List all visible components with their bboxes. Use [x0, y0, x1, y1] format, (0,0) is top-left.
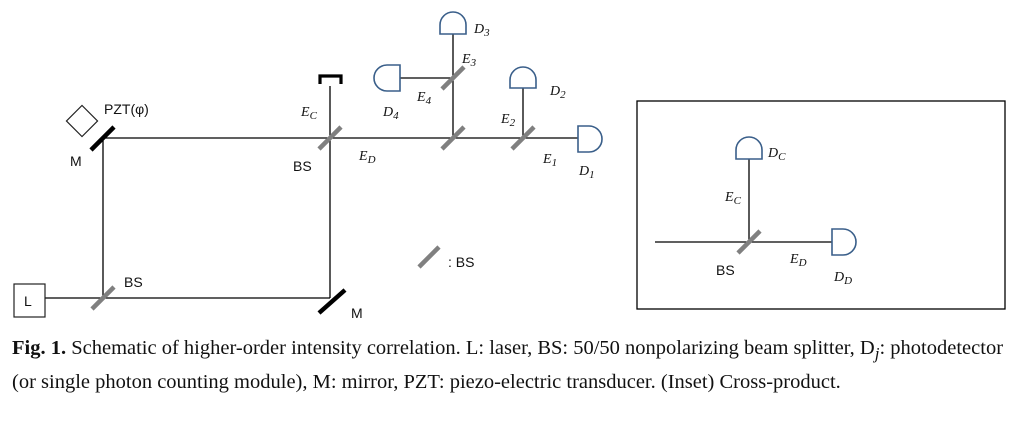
inset-detector-dd: [831, 228, 857, 256]
legend-bs-label: : BS: [448, 254, 474, 270]
inset-label-e-c: EC: [724, 190, 742, 207]
mirror-bottom-right: [317, 288, 347, 315]
caption-text-1: Schematic of higher-order intensity corr…: [66, 337, 875, 359]
inset-bs-label: BS: [716, 262, 735, 278]
label-d-3: D3: [473, 22, 490, 39]
mirror-top-left: [89, 125, 116, 152]
bs-label-bottom: BS: [124, 274, 143, 290]
detector-d1: [577, 125, 603, 153]
beam-splitter-center: [317, 125, 343, 151]
inset-detector-dc: [735, 136, 763, 160]
label-d-1: D1: [578, 164, 595, 181]
label-e-c: EC: [300, 105, 318, 122]
laser-label: L: [24, 293, 32, 309]
detector-d3: [439, 11, 467, 35]
label-e-3: E3: [461, 52, 477, 69]
detector-d4: [373, 64, 401, 92]
laser-box: [13, 283, 46, 318]
inset-label-d-d: DD: [833, 270, 852, 287]
beam-splitter-e4: [440, 65, 466, 91]
caption-dj-subscript: j: [874, 344, 880, 364]
mirror-label-bottom-right: M: [351, 305, 363, 321]
bs-label-center: BS: [293, 158, 312, 174]
caption-text-2: : photodetector (or single photon counti…: [12, 337, 1004, 394]
legend-bs-symbol: [417, 245, 441, 269]
label-e-4: E4: [416, 90, 432, 107]
label-d-2: D2: [549, 84, 566, 101]
label-e-2: E2: [500, 112, 516, 129]
mirror-label-top-left: M: [70, 153, 82, 169]
beam-splitter-e2: [510, 125, 536, 151]
beam-splitter-bottom: [90, 285, 116, 311]
inset-frame: [636, 100, 1006, 310]
pzt-diamond: [65, 104, 99, 138]
inset-label-e-d: ED: [789, 252, 807, 269]
label-d-4: D4: [382, 105, 399, 122]
schematic-diagram: L PZT(φ) M M BS BS EC ED E1 E2 E3 E4 D1 …: [13, 11, 1006, 321]
label-e-1: E1: [542, 152, 557, 169]
label-e-d: ED: [358, 149, 376, 166]
detector-d2: [509, 66, 537, 89]
beam-dump: [318, 74, 343, 84]
pzt-label: PZT(φ): [104, 101, 149, 117]
inset-label-d-c: DC: [767, 146, 786, 163]
caption-label: Fig. 1.: [12, 337, 67, 359]
figure-caption: Fig. 1. Schematic of higher-order intens…: [12, 334, 1016, 397]
beam-splitter-e3: [440, 125, 466, 151]
inset-beam-splitter: [736, 229, 762, 255]
